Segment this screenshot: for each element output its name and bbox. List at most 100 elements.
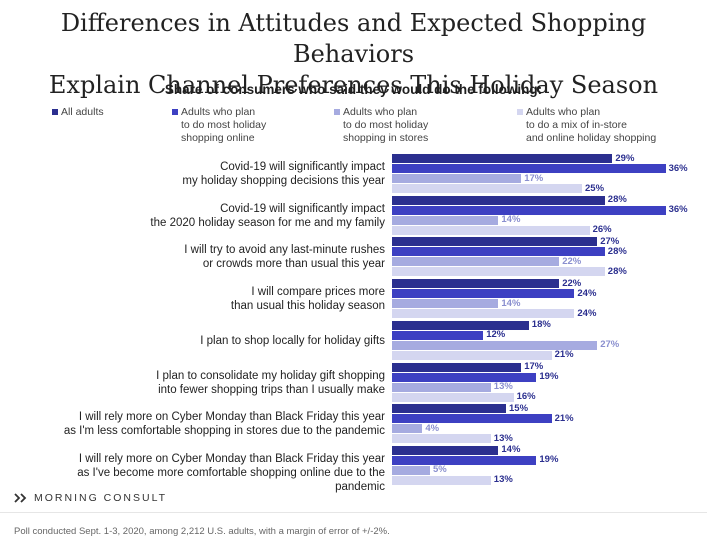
chart-title-line: Differences in Attitudes and Expected Sh… [60, 9, 647, 68]
legend-label-line: to do most holiday [181, 119, 267, 131]
category-label: Covid-19 will significantly impact my hol… [25, 160, 385, 188]
data-label: 17% [524, 361, 544, 372]
data-label: 22% [562, 255, 582, 267]
category-label: I plan to consolidate my holiday gift sh… [25, 369, 385, 397]
bar [392, 225, 590, 235]
data-label: 24% [577, 287, 597, 299]
legend-item: All adults [52, 106, 104, 119]
legend-label-line: to do most holiday [343, 119, 429, 131]
bar [392, 414, 552, 424]
data-label: 21% [554, 412, 574, 424]
footer-divider [0, 512, 707, 513]
bar [392, 257, 560, 267]
legend-label-line: to do a mix of in-store [526, 119, 627, 131]
data-label: 4% [425, 422, 440, 434]
category-label-line: into fewer shopping trips than I usually… [158, 383, 385, 396]
data-label: 36% [668, 204, 688, 216]
bar [392, 330, 484, 340]
category-label-line: I plan to shop locally for holiday gifts [200, 334, 385, 347]
bar [392, 424, 423, 434]
data-label: 22% [562, 277, 582, 289]
data-label: 36% [668, 162, 688, 174]
legend-swatch [334, 109, 340, 115]
bar [392, 350, 552, 360]
category-label-line: as I'm less comfortable shopping in stor… [63, 425, 385, 438]
data-label: 14% [501, 297, 521, 309]
data-label: 18% [531, 319, 551, 331]
bar [392, 404, 506, 414]
category-label: I will rely more on Cyber Monday than Bl… [25, 452, 385, 494]
category-label-line: Covid-19 will significantly impact [220, 202, 385, 215]
bar [392, 309, 575, 319]
bar [392, 247, 605, 257]
data-label: 16% [516, 391, 536, 402]
bar [392, 184, 582, 193]
bar [392, 279, 560, 289]
data-label: 27% [600, 339, 620, 351]
category-label-line: or crowds more than usual this year [202, 258, 385, 271]
category-label-line: I plan to consolidate my holiday gift sh… [156, 369, 385, 382]
data-label: 17% [524, 172, 544, 184]
bar [392, 299, 499, 309]
legend-label-line: Adults who plan [343, 106, 418, 118]
data-label: 14% [501, 444, 521, 456]
bar [392, 465, 430, 475]
footnote: Poll conducted Sept. 1-3, 2020, among 2,… [14, 526, 390, 537]
bar [392, 382, 491, 392]
bar [392, 445, 499, 455]
bar [392, 392, 514, 402]
category-label: I will rely more on Cyber Monday than Bl… [25, 410, 385, 438]
category-label: I will try to avoid any last-minute rush… [25, 243, 385, 271]
legend-label: Adults who plan to do most holiday shoppin… [334, 106, 428, 145]
bar [392, 174, 522, 183]
bar [392, 289, 575, 299]
data-label: 19% [539, 371, 559, 382]
legend-label-line: Adults who plan [526, 106, 601, 118]
legend-label-line: shopping online [181, 132, 255, 144]
chart-subtitle: Share of consumers who said they would d… [164, 82, 543, 97]
category-label: Covid-19 will significantly impact the 20… [25, 202, 385, 230]
category-label-line: I will rely more on Cyber Monday than Bl… [78, 452, 385, 465]
data-label: 13% [493, 432, 513, 444]
bar [392, 340, 598, 350]
data-label: 19% [539, 454, 559, 466]
category-label-line: than usual this holiday season [230, 300, 385, 313]
bar [392, 267, 605, 277]
legend-label-line: All adults [61, 106, 104, 118]
data-label: 24% [577, 307, 597, 319]
data-label: 25% [585, 182, 605, 194]
data-label: 28% [607, 265, 627, 277]
legend-swatch [517, 109, 523, 115]
data-label: 28% [607, 245, 627, 257]
bar [392, 195, 605, 205]
legend-item: Adults who plan to do most holiday shoppin… [334, 106, 428, 145]
bar [392, 434, 491, 444]
bar [392, 455, 537, 465]
category-label-line: the 2020 holiday season for me and my fa… [150, 216, 385, 229]
bar [392, 164, 666, 173]
data-label: 21% [554, 349, 574, 361]
category-label-line: Covid-19 will significantly impact [220, 161, 385, 173]
legend-label-line: and online holiday shopping [526, 132, 657, 144]
data-label: 27% [600, 235, 620, 247]
chart-title-line: Explain Channel Preferences This Holiday… [48, 71, 659, 99]
bar [392, 362, 522, 372]
legend-item: Adults who plan to do a mix of in-store an… [517, 106, 656, 145]
legend-swatch [172, 109, 178, 115]
bar [392, 237, 598, 247]
category-label-line: I will compare prices more [251, 286, 385, 299]
legend-label: Adults who plan to do a mix of in-store an… [517, 106, 656, 145]
data-label: 13% [493, 474, 513, 486]
bar [392, 320, 529, 330]
data-label: 12% [486, 329, 506, 341]
category-label-line: my holiday shopping decisions this year [182, 175, 385, 187]
legend-item: Adults who plan to do most holiday shoppin… [172, 106, 266, 145]
bar [392, 475, 491, 485]
bar [392, 215, 499, 225]
category-label-line: I will rely more on Cyber Monday than Bl… [78, 411, 385, 424]
brand-name: MORNING CONSULT [34, 492, 168, 504]
category-label-line: as I've become more comfortable shopping… [77, 466, 385, 493]
morning-consult-logo-icon [14, 493, 27, 503]
category-label: I will compare prices more than usual thi… [25, 285, 385, 313]
data-label: 26% [592, 224, 612, 236]
